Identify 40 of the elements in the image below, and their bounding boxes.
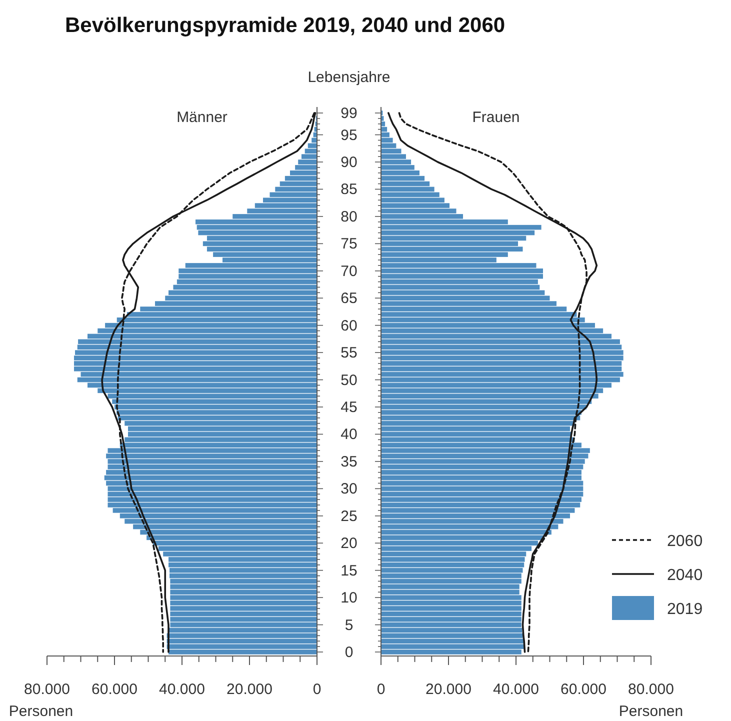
x-tick-label: 0 [312,681,322,698]
chart-subtitle: Frauen [472,109,520,126]
y-tick-label: 75 [340,236,358,253]
y-tick-label: 99 [340,105,358,122]
chart-subtitle: Männer [176,109,228,126]
y-tick-label: 40 [340,426,358,444]
y-tick-label: 55 [340,344,358,362]
y-tick-label: 25 [340,508,358,525]
y-tick-label: 10 [340,590,358,607]
y-tick-label: 5 [344,616,354,634]
y-tick-label: 90 [340,154,358,171]
y-tick-label: 85 [340,181,358,198]
y-tick-label: 35 [340,453,358,470]
x-tick-label: 60.000 [560,681,606,698]
y-tick-label: 80 [340,208,358,226]
y-tick-label: 65 [340,290,358,308]
legend-label: 2040 [667,567,703,584]
y-tick-label: 95 [340,126,358,144]
y-tick-label: 45 [340,399,358,416]
y-axis-title: Lebensjahre [308,69,390,86]
legend-label: 2019 [667,601,703,618]
x-tick-label: 40.000 [159,681,205,698]
x-axis-title: Personen [8,703,74,720]
y-tick-label: 20 [340,535,358,552]
y-tick-label: 0 [344,644,354,661]
y-tick-label: 30 [340,480,358,498]
y-tick-label: 70 [340,262,358,280]
legend-label: 2060 [667,533,703,550]
chart-title: Bevölkerungspyramide 2019, 2040 und 2060 [65,14,506,37]
y-tick-label: 50 [340,372,358,389]
x-tick-label: 80.000 [628,681,674,698]
y-tick-label: 60 [340,317,358,334]
x-tick-label: 60.000 [92,681,138,698]
x-tick-label: 20.000 [426,681,472,698]
y-tick-label: 15 [340,562,358,580]
x-tick-label: 0 [376,681,386,698]
x-axis-title: Personen [618,703,684,720]
x-tick-label: 20.000 [226,681,272,698]
x-tick-label: 80.000 [24,681,70,698]
x-tick-label: 40.000 [493,681,539,698]
